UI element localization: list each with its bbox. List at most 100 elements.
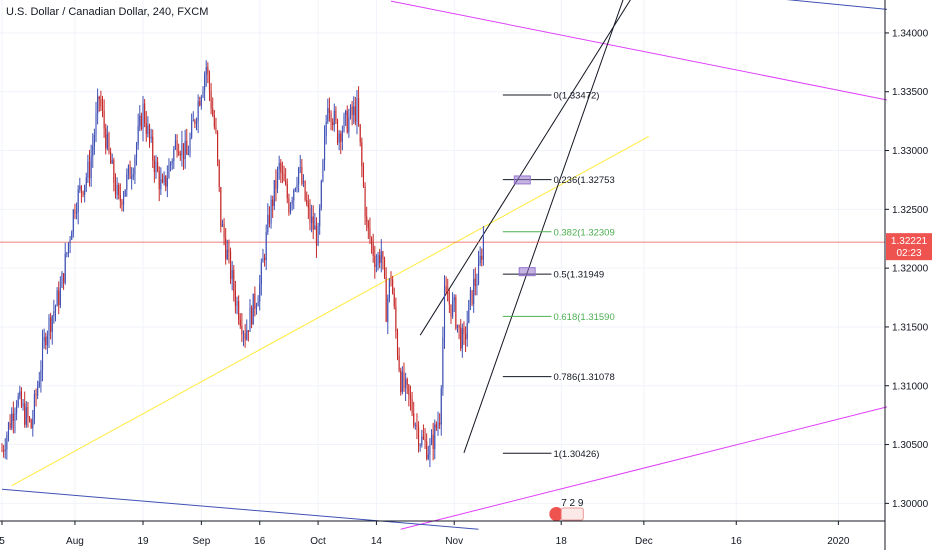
candle-body xyxy=(328,108,330,113)
candle-body xyxy=(197,101,199,121)
candle-body xyxy=(458,324,460,328)
candle-body xyxy=(301,167,303,184)
candle-body xyxy=(111,160,113,164)
candle-body xyxy=(238,301,240,320)
candle-body xyxy=(140,115,142,129)
candle-body xyxy=(217,131,219,161)
candle-body xyxy=(283,173,285,181)
candle-body xyxy=(228,249,230,252)
candle-body xyxy=(116,185,118,195)
candle-body xyxy=(152,136,154,161)
candle-body xyxy=(210,91,212,109)
candle-body xyxy=(7,422,10,436)
candle-body xyxy=(413,413,415,426)
candle-body xyxy=(28,417,31,420)
candle-body xyxy=(396,331,399,356)
candle-body xyxy=(191,121,193,138)
candle-body xyxy=(87,161,89,178)
candle-body xyxy=(168,165,170,179)
candle-body xyxy=(97,96,99,114)
candle-body xyxy=(359,124,361,142)
candle-body xyxy=(218,160,220,188)
fib-level-label: 0.236(1.32753 xyxy=(553,175,614,186)
candle-body xyxy=(225,238,227,260)
candle-body xyxy=(468,300,470,323)
x-tick-label: 5 xyxy=(0,536,5,547)
candle-body xyxy=(461,328,463,349)
candle-body xyxy=(108,133,110,152)
candle-body xyxy=(25,407,27,425)
candle-body xyxy=(372,242,374,256)
candle-body xyxy=(176,140,178,152)
candle-body xyxy=(479,255,481,264)
candle-body xyxy=(129,165,131,179)
candle-body xyxy=(330,112,332,123)
candle-body xyxy=(375,264,377,267)
candle-body xyxy=(157,161,159,172)
candle-body xyxy=(393,293,395,307)
candle-body xyxy=(127,165,129,175)
candle-body xyxy=(430,434,433,445)
candle-body xyxy=(273,180,275,207)
candle-body xyxy=(260,262,262,285)
candle-body xyxy=(476,284,478,286)
candle-body xyxy=(382,251,384,259)
candle-body xyxy=(114,182,117,195)
candle-body xyxy=(358,98,360,125)
candle-body xyxy=(98,96,100,100)
candle-body xyxy=(45,336,47,346)
y-tick-label: 1.34000 xyxy=(892,28,929,39)
candle-body xyxy=(69,239,71,243)
candle-body xyxy=(27,407,29,418)
candle-body xyxy=(294,188,296,190)
candle-body xyxy=(22,403,24,407)
candle-body xyxy=(118,185,120,195)
candle-body xyxy=(199,101,201,106)
candle-body xyxy=(207,66,209,74)
x-tick-label: Nov xyxy=(445,536,463,547)
candle-body xyxy=(24,403,26,425)
candle-body xyxy=(443,286,446,338)
candle-body xyxy=(336,120,339,143)
candle-body xyxy=(281,172,283,174)
candle-body xyxy=(400,370,402,393)
candle-body xyxy=(349,106,352,118)
candle-body xyxy=(181,143,183,156)
candle-body xyxy=(1,450,3,452)
candle-body xyxy=(46,335,48,346)
candle-body xyxy=(417,426,420,446)
candle-body xyxy=(226,249,228,260)
chart-title: U.S. Dollar / Canadian Dollar, 240, FXCM xyxy=(6,6,208,18)
y-tick-label: 1.31000 xyxy=(892,381,929,392)
candle-body xyxy=(121,201,123,206)
candle-body xyxy=(377,255,379,265)
candle-body xyxy=(293,189,295,201)
candle-body xyxy=(79,186,81,190)
candle-body xyxy=(448,301,450,305)
candle-body xyxy=(315,225,318,246)
candle-body xyxy=(437,422,439,428)
candle-body xyxy=(416,424,418,427)
candle-body xyxy=(82,191,84,195)
candle-body xyxy=(309,207,311,223)
candle-body xyxy=(477,263,480,285)
candle-body xyxy=(257,301,259,307)
x-tick-label: 16 xyxy=(731,536,743,547)
candle-body xyxy=(106,133,108,149)
candle-body xyxy=(320,180,322,208)
fib-level-label: 0.786(1.31078 xyxy=(553,372,614,383)
candle-body xyxy=(110,151,112,164)
candle-body xyxy=(242,333,245,335)
candle-body xyxy=(6,435,8,450)
candle-body xyxy=(63,273,65,283)
candle-body xyxy=(270,199,272,224)
candle-body xyxy=(427,454,429,459)
candle-body xyxy=(101,105,104,111)
candle-body xyxy=(166,178,168,187)
candle-body xyxy=(405,378,407,389)
candle-body xyxy=(161,179,164,183)
candle-body xyxy=(392,279,394,294)
candle-body xyxy=(471,290,473,304)
candle-body xyxy=(362,166,365,186)
trendline xyxy=(11,135,649,487)
